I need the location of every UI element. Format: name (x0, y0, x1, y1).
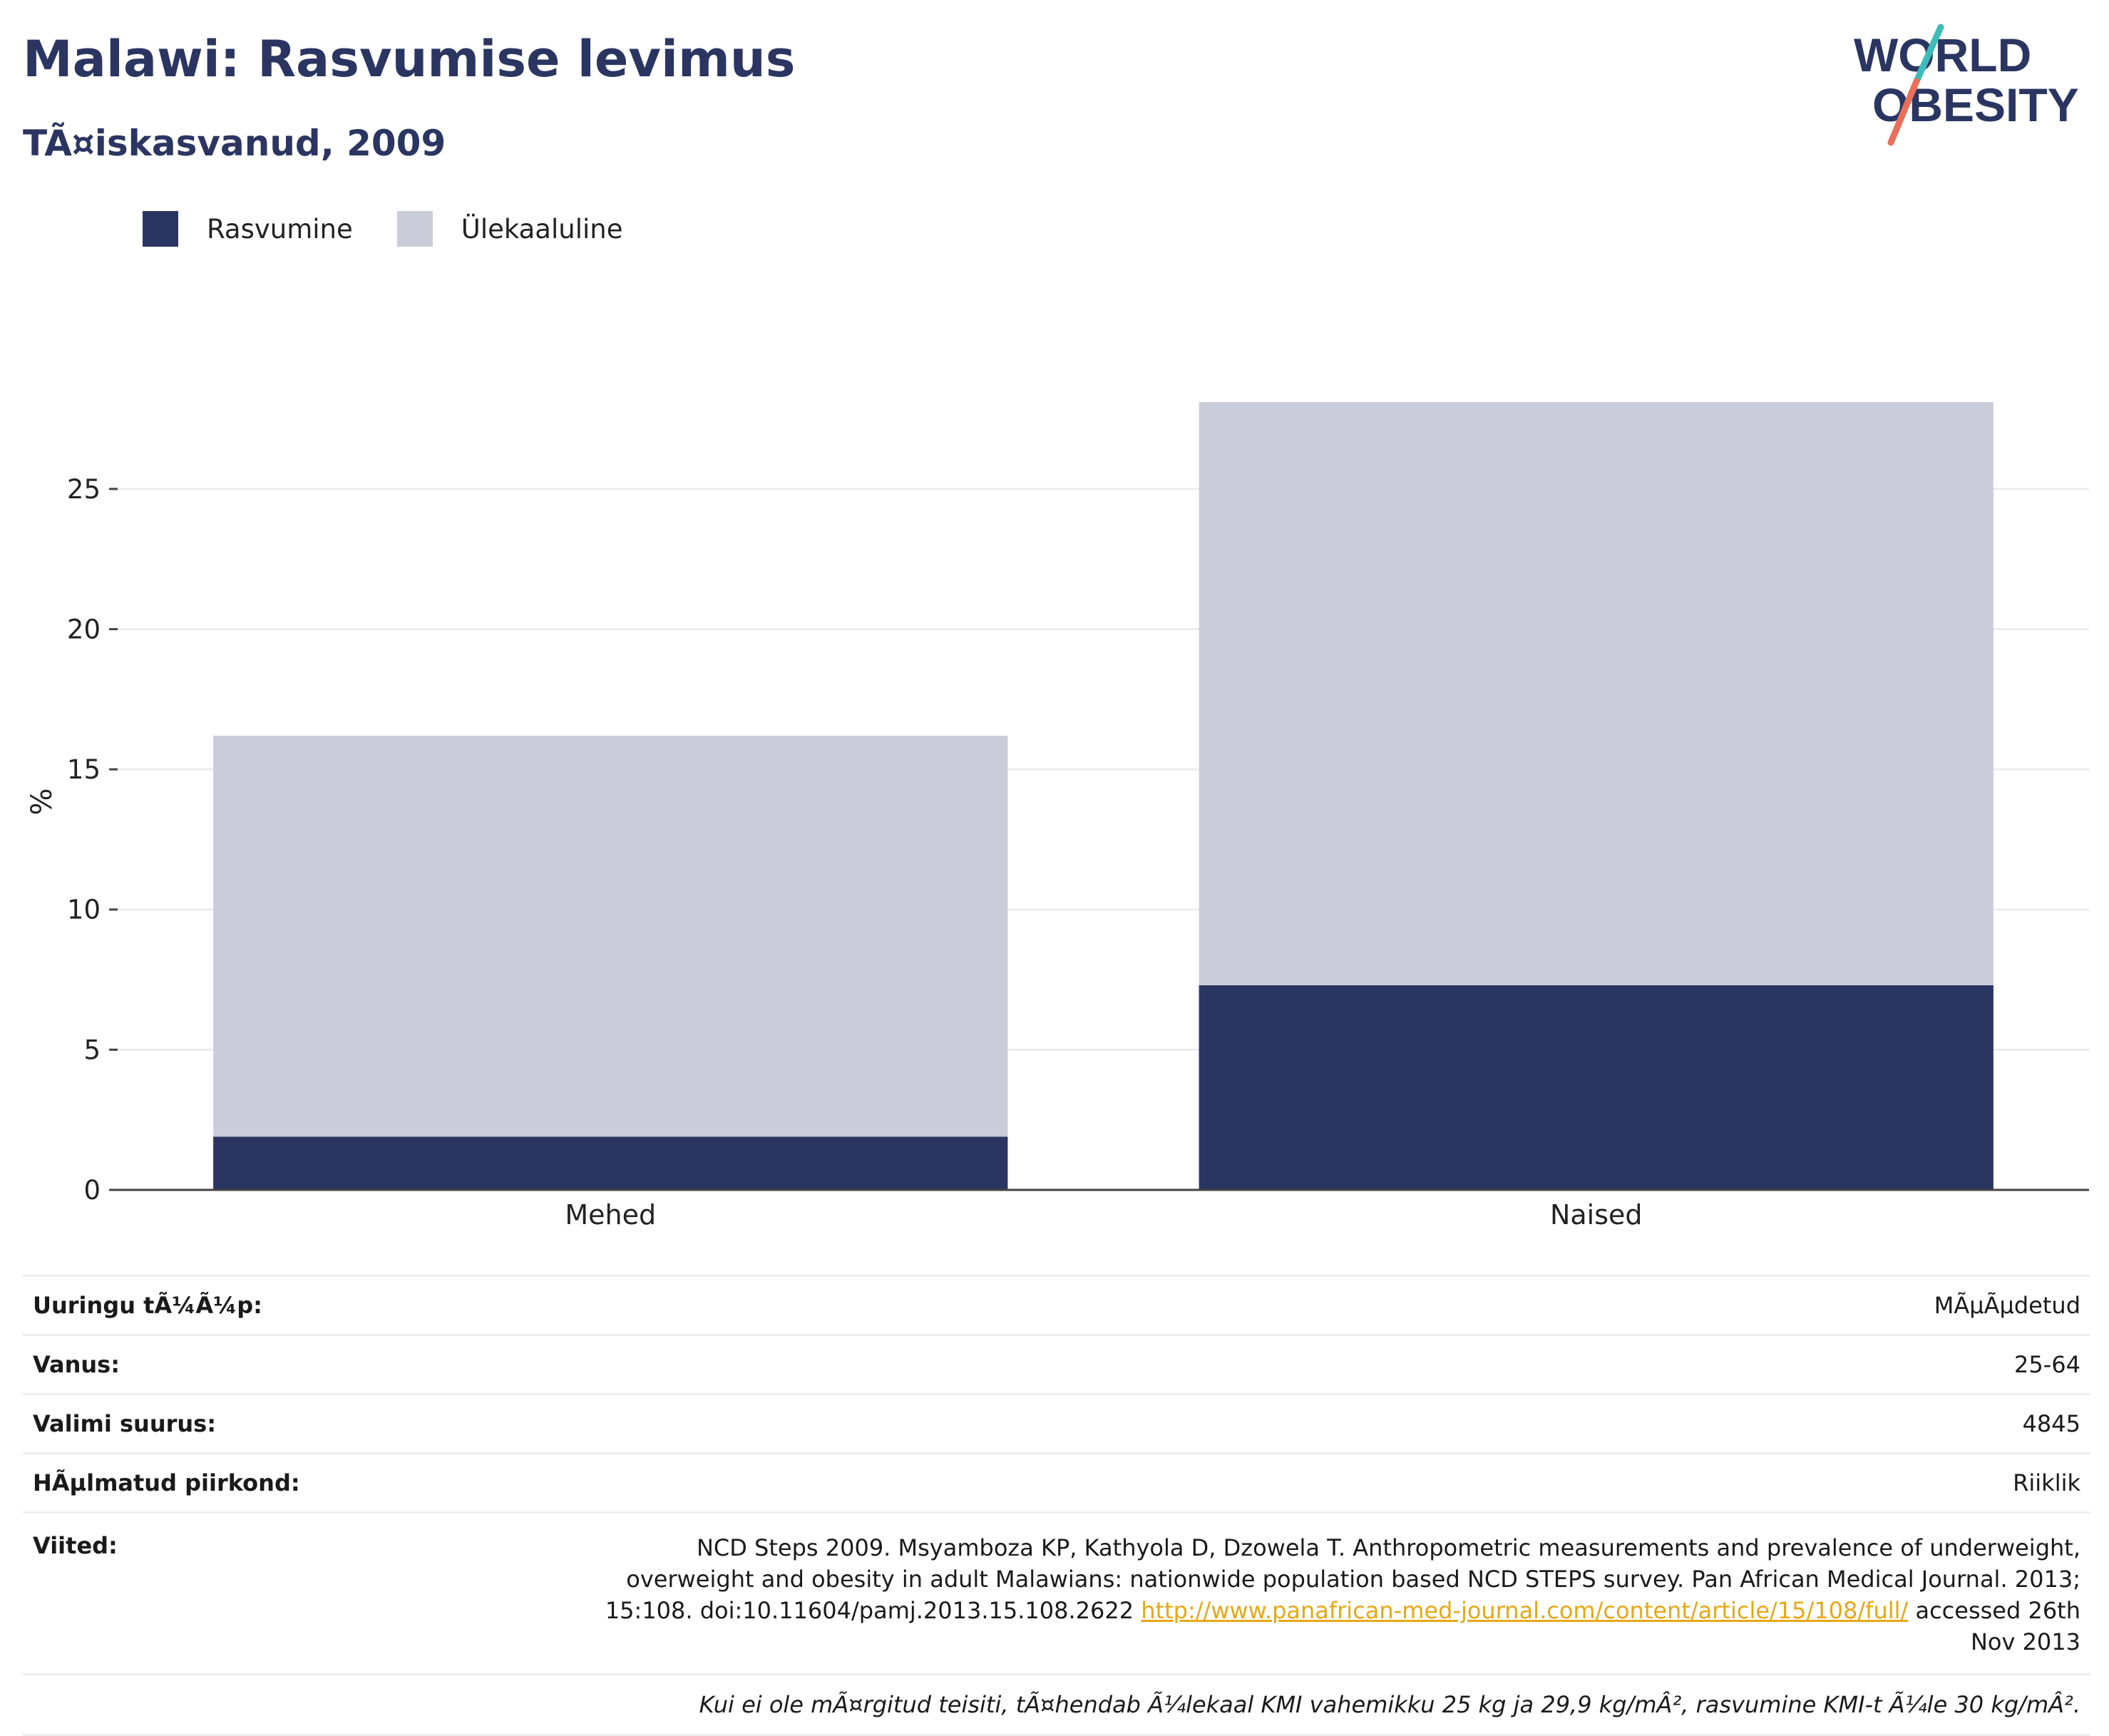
info-row-sample-size: Valimi suurus: 4845 (23, 1393, 2090, 1452)
legend-label-overweight: Ülekaaluline (461, 213, 623, 245)
reference-accessed: accessed 26th Nov 2013 (1915, 1597, 2080, 1655)
info-value: Riiklik (2013, 1469, 2080, 1496)
info-row-age: Vanus: 25-64 (23, 1334, 2090, 1393)
bar-naised-series-1 (1199, 401, 1993, 985)
info-value: 4845 (2022, 1410, 2080, 1437)
stacked-bar-chart: 0 5 10 15 20 25 Mehed Naised% (26, 401, 2089, 1231)
reference-citation: NCD Steps 2009. Msyamboza KP, Kathyola D… (605, 1534, 2080, 1624)
bar-naised-series-0 (1199, 985, 1993, 1190)
y-tick-label: 0 (83, 1175, 101, 1206)
bar-mehed-series-1 (213, 735, 1008, 1137)
x-tick-label: Naised (1550, 1199, 1643, 1231)
info-label: HÃµlmatud piirkond: (33, 1469, 300, 1496)
y-tick-label: 25 (67, 474, 101, 505)
y-tick-label: 5 (83, 1034, 101, 1065)
info-row-survey-type: Uuringu tÃ¼Ã¼p: MÃµÃµdetud (23, 1275, 2090, 1334)
legend-item-overweight[interactable]: Ülekaaluline (396, 211, 623, 247)
definition-note: Kui ei ole mÃ¤rgitud teisiti, tÃ¤hendab … (23, 1673, 2090, 1736)
page-subtitle: TÃ¤iskasvanud, 2009 (23, 123, 446, 164)
survey-info-table: Uuringu tÃ¼Ã¼p: MÃµÃµdetud Vanus: 25-64 … (23, 1275, 2090, 1736)
info-value: 25-64 (2014, 1351, 2080, 1378)
info-row-region: HÃµlmatud piirkond: Riiklik (23, 1452, 2090, 1511)
logo-slash-red (1887, 78, 1920, 146)
legend-label-obesity: Rasvumine (207, 213, 353, 245)
legend-item-obesity[interactable]: Rasvumine (143, 211, 353, 247)
page-title: Malawi: Rasvumise levimus (23, 30, 796, 88)
x-tick-label: Mehed (565, 1199, 656, 1231)
info-label: Valimi suurus: (33, 1410, 217, 1437)
logo-slash-teal (1913, 24, 1944, 85)
world-obesity-logo: WORLD OBESITY (1854, 24, 2079, 146)
legend-swatch-obesity (143, 211, 178, 247)
logo-line1: WORLD (1854, 29, 2031, 81)
y-tick-label: 10 (67, 895, 101, 925)
bar-mehed-series-0 (213, 1136, 1008, 1190)
chart-legend: Rasvumine Ülekaaluline (143, 211, 667, 247)
info-row-references: Viited: NCD Steps 2009. Msyamboza KP, Ka… (23, 1511, 2090, 1673)
y-tick-label: 20 (67, 614, 101, 644)
legend-swatch-overweight (396, 211, 433, 247)
reference-link[interactable]: http://www.panafrican-med-journal.com/co… (1141, 1597, 1909, 1624)
info-label: Vanus: (33, 1351, 120, 1378)
info-value: MÃµÃµdetud (1934, 1292, 2080, 1319)
references-text: NCD Steps 2009. Msyamboza KP, Kathyola D… (583, 1532, 2080, 1658)
info-label: Uuringu tÃ¼Ã¼p: (33, 1292, 262, 1319)
y-tick-label: 15 (67, 754, 101, 785)
info-label: Viited: (33, 1532, 118, 1559)
y-axis-label: % (26, 788, 58, 815)
